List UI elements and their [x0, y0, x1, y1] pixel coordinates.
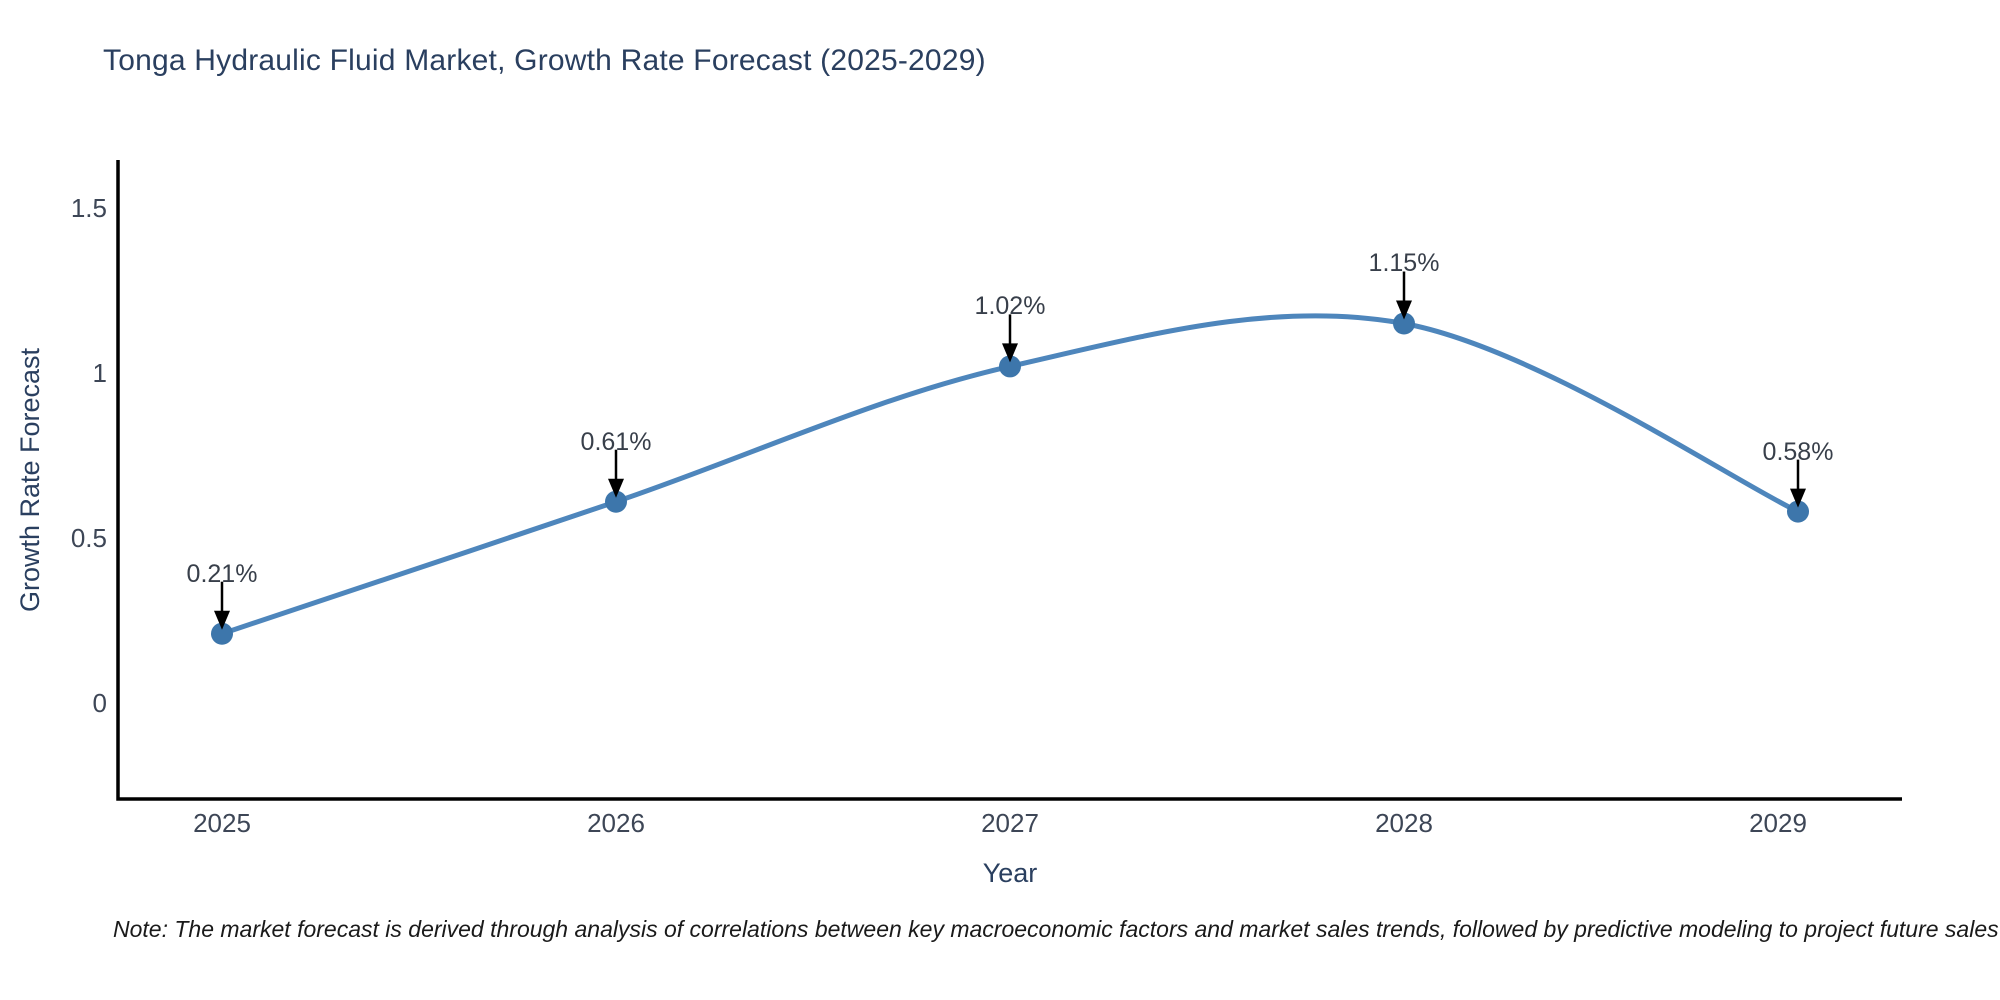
x-axis-title: Year — [982, 858, 1038, 888]
point-label-2027: 1.02% — [974, 292, 1046, 320]
footnote: Note: The market forecast is derived thr… — [113, 916, 1999, 942]
y-tick-0: 0 — [92, 688, 107, 718]
arrow-head-icon — [1790, 488, 1806, 508]
x-tick-2027: 2027 — [981, 808, 1039, 838]
arrow-head-icon — [1002, 343, 1018, 363]
chart-title: Tonga Hydraulic Fluid Market, Growth Rat… — [103, 44, 986, 77]
data-point-marker — [999, 355, 1021, 378]
x-tick-2029: 2029 — [1749, 808, 1807, 838]
point-label-2028: 1.15% — [1368, 249, 1440, 277]
axis-lines — [116, 160, 1902, 801]
annotation-arrows — [214, 271, 1806, 630]
point-label-2029: 0.58% — [1762, 438, 1834, 466]
y-tick-1_5: 1.5 — [70, 193, 107, 223]
y-tick-1: 1 — [92, 358, 107, 388]
point-label-2025: 0.21% — [186, 560, 258, 588]
arrow-head-icon — [214, 610, 230, 630]
arrow-head-icon — [608, 478, 624, 498]
arrow-head-icon — [1396, 300, 1412, 320]
data-point-marker — [1787, 500, 1809, 523]
x-tick-2026: 2026 — [587, 808, 645, 838]
data-point-markers — [211, 312, 1809, 645]
data-point-marker — [211, 622, 233, 645]
data-point-marker — [605, 490, 627, 513]
x-tick-2025: 2025 — [193, 808, 251, 838]
data-point-marker — [1393, 312, 1415, 335]
y-tick-0_5: 0.5 — [70, 523, 107, 553]
point-label-2026: 0.61% — [580, 428, 652, 456]
x-tick-2028: 2028 — [1375, 808, 1433, 838]
